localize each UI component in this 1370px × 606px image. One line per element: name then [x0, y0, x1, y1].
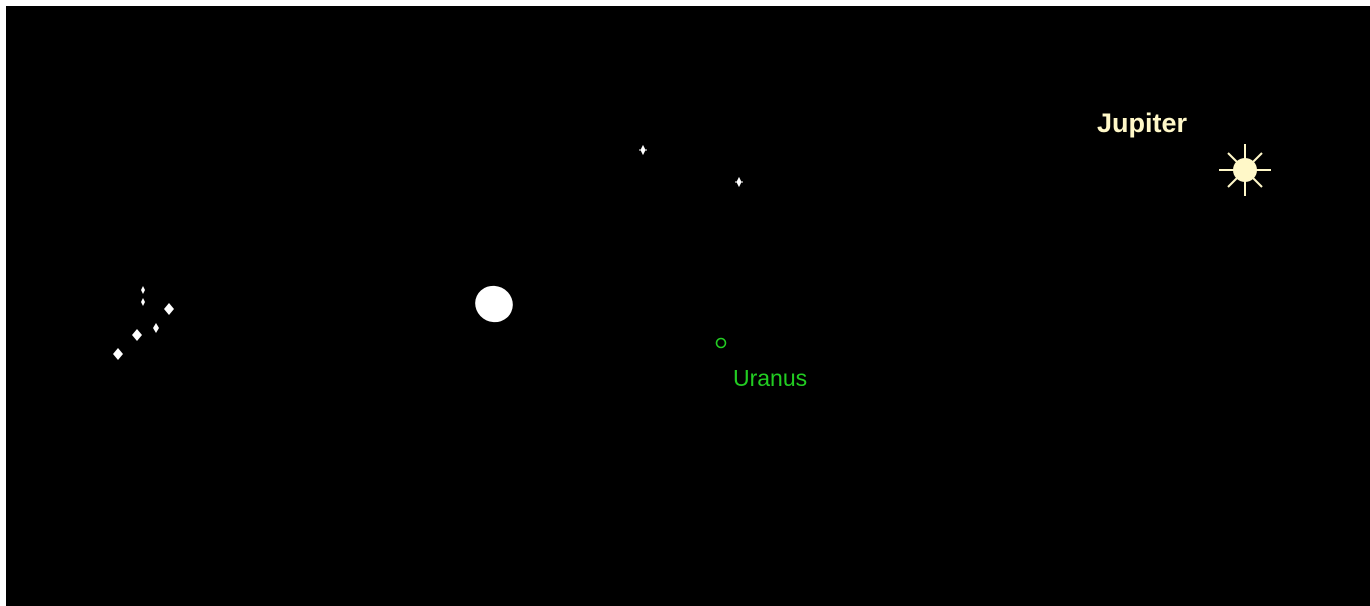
page: {"objects": {"jupiter": {"label": "Jupit…: [0, 0, 1370, 606]
sky-view: Jupiter Uranus: [0, 0, 1370, 606]
uranus-label: Uranus: [733, 365, 807, 391]
jupiter-disc: [1233, 158, 1257, 182]
sky-background: [6, 6, 1370, 606]
jupiter-label: Jupiter: [1097, 108, 1188, 138]
